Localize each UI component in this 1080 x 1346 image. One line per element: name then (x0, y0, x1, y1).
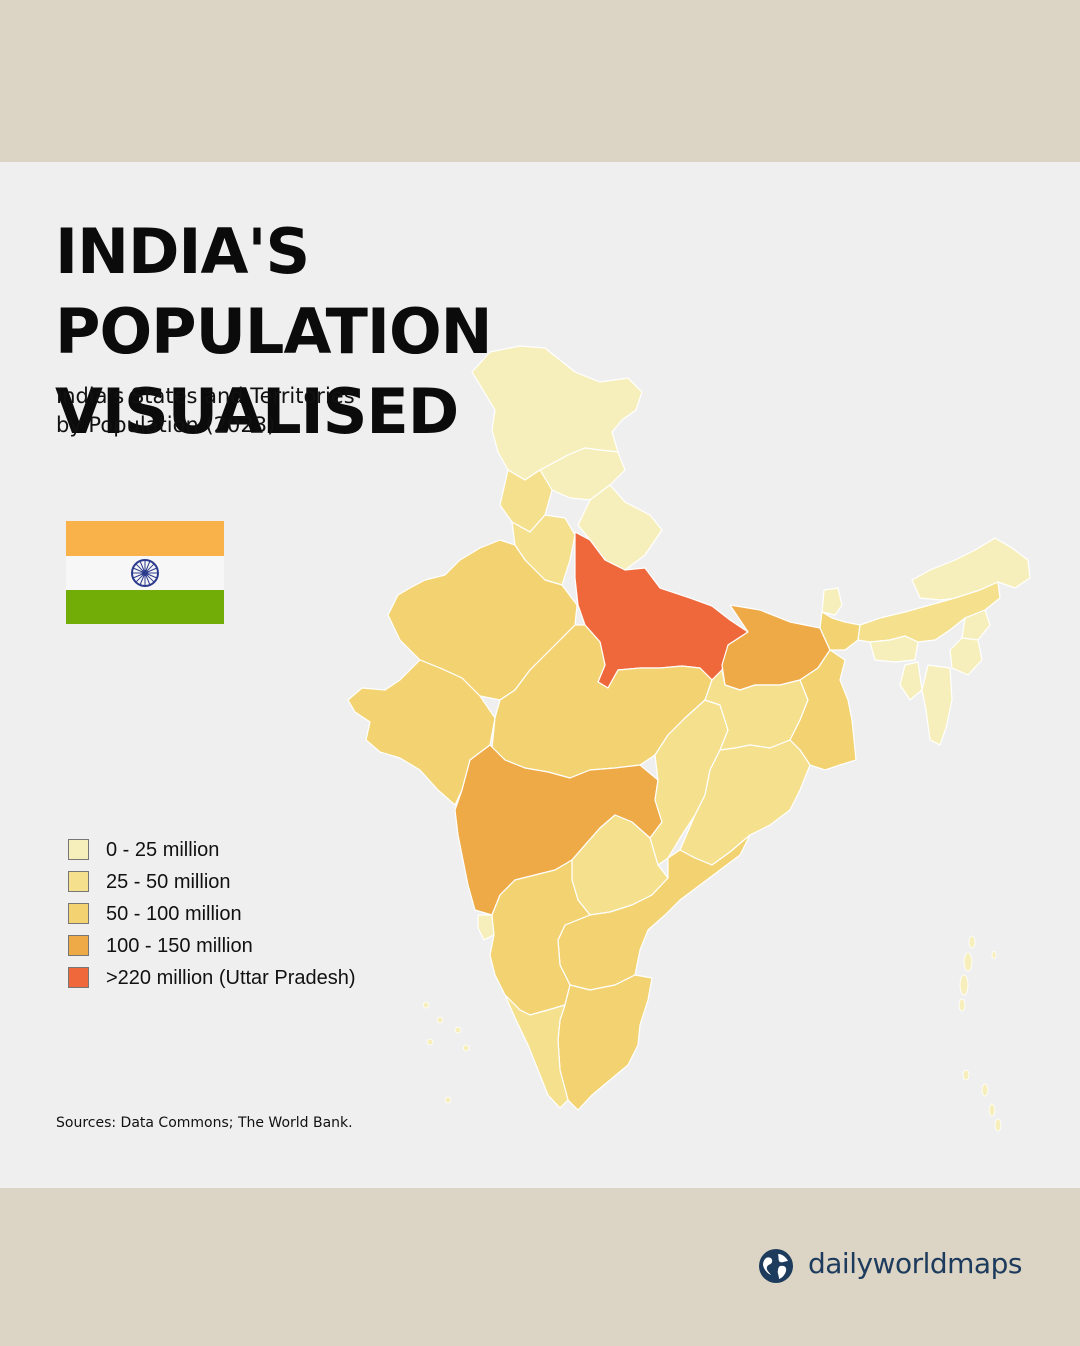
legend-swatch (68, 871, 89, 892)
region-kerala (504, 994, 569, 1109)
subtitle-line-1: India's States and Territories (56, 384, 355, 408)
region-odisha (679, 739, 811, 866)
bottom-band (0, 1188, 1080, 1346)
region-himachal (539, 447, 626, 501)
lakshadweep-islands (422, 1001, 470, 1104)
region-west-bengal (789, 649, 857, 771)
region-uttarakhand (577, 484, 663, 571)
region-manipur (949, 637, 983, 676)
region-nagaland (961, 609, 991, 641)
region-andhra-pradesh (557, 834, 751, 991)
legend-swatch (68, 903, 89, 924)
region-meghalaya (869, 635, 919, 663)
legend-label: 0 - 25 million (106, 839, 220, 861)
top-band (0, 0, 1080, 162)
region-tamil-nadu (557, 974, 653, 1111)
legend-label: 25 - 50 million (106, 871, 231, 893)
india-flag-icon (66, 521, 224, 624)
title-line-1: INDIA'S POPULATION (55, 215, 493, 368)
subtitle-line-2: by Population (2023) (56, 413, 276, 437)
legend-label: 50 - 100 million (106, 903, 242, 925)
page-title: INDIA'S POPULATION VISUALISED (55, 212, 755, 452)
region-tripura (899, 661, 923, 701)
legend-swatch (68, 967, 89, 988)
subtitle: India's States and Territories by Popula… (56, 382, 355, 440)
region-sikkim (821, 587, 843, 616)
region-mizoram (921, 664, 953, 746)
flag-band-green (66, 590, 224, 624)
india-population-map (347, 345, 1031, 1132)
flag-band-saffron (66, 521, 224, 556)
ashoka-chakra-icon (131, 559, 159, 587)
globe-icon (759, 1249, 793, 1283)
andaman-nicobar-islands (958, 935, 1002, 1132)
brand-name: dailyworldmaps (808, 1247, 1022, 1280)
title-line-2: VISUALISED (55, 375, 459, 448)
legend-label: 100 - 150 million (106, 935, 253, 957)
sources-note: Sources: Data Commons; The World Bank. (56, 1115, 353, 1131)
legend-swatch (68, 935, 89, 956)
legend-swatch (68, 839, 89, 860)
legend-label: >220 million (Uttar Pradesh) (106, 967, 356, 989)
region-goa (477, 914, 495, 941)
region-arunachal (911, 537, 1031, 601)
region-karnataka (489, 859, 591, 1016)
